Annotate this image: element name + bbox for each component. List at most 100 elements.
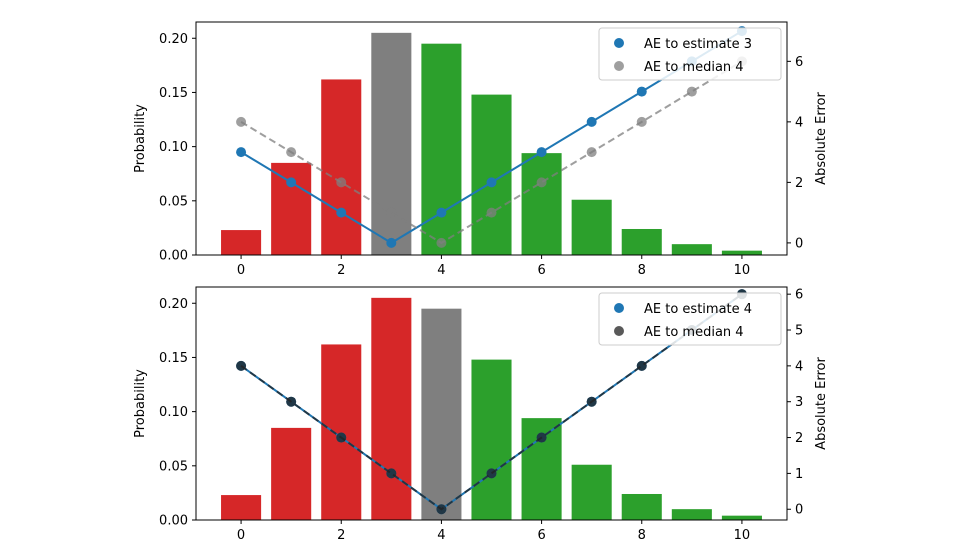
series-1-point [586,116,597,127]
bar-1 [271,162,312,255]
legend-marker-2 [614,326,624,336]
series-2-point [486,207,497,218]
y-left-tick-label: 0.20 [159,297,188,312]
y-left-tick-label: 0.05 [159,459,188,474]
series-2-point [386,468,397,479]
x-tick-label: 4 [437,263,445,278]
series-2-point [436,504,447,515]
series-1-point [336,207,347,218]
y-left-tick-label: 0.15 [159,86,188,101]
series-2-point [636,116,647,127]
series-1-point [236,147,247,158]
series-2-point [586,396,597,407]
bar-4 [421,308,462,520]
bar-4 [421,43,462,255]
series-2-point [636,360,647,371]
x-tick-label: 8 [638,263,646,278]
axes-frame [195,286,788,521]
series-2-point [236,360,247,371]
series-2-point [486,468,497,479]
y-left-tick-label: 0.00 [159,514,188,529]
series-1-point [536,147,547,158]
x-tick-label: 10 [734,263,751,278]
legend-label-1: AE to estimate 4 [644,302,752,317]
legend-marker-1 [614,38,624,48]
series-2-point [236,116,247,127]
y-right-tick-label: 0 [795,503,803,518]
series-2-point [286,147,297,158]
legend-label-1: AE to estimate 3 [644,37,752,52]
legend-marker-1 [614,303,624,313]
legend-label-2: AE to median 4 [644,325,744,340]
series-2-point [386,207,397,218]
series-2-point [336,432,347,443]
series-2-point [536,432,547,443]
y-right-tick-label: 0 [795,236,803,251]
y-left-tick-label: 0.05 [159,194,188,209]
bar-7 [571,199,612,255]
series-1-point [486,177,497,188]
y-right-tick-label: 4 [795,115,803,130]
bar-2 [321,344,362,520]
y-right-axis-title: Absolute Error [814,357,829,450]
legend-box [598,292,782,346]
legend-box [598,27,782,81]
bar-9 [671,509,712,520]
bar-7 [571,464,612,520]
x-tick-label: 2 [337,263,345,278]
y-left-tick-label: 0.00 [159,249,188,264]
legend-label-2: AE to median 4 [644,60,744,75]
y-left-tick-label: 0.10 [159,140,188,155]
series-1-point [386,237,397,248]
y-right-tick-label: 3 [795,395,803,410]
bar-5 [471,359,512,520]
y-right-tick-label: 6 [795,288,803,303]
bar-6 [521,153,562,255]
bar-9 [671,244,712,255]
bar-0 [221,495,262,520]
x-tick-label: 2 [337,528,345,540]
top-chart-panel: 0.00 0.05 0.10 0.15 0.20 0 2 4 6 0 2 4 6 8 10 Probabili… [133,21,829,278]
series-line-2 [240,293,743,511]
y-left-tick-label: 0.10 [159,405,188,420]
bar-3 [371,297,412,520]
bar-1 [271,427,312,520]
x-tick-label: 4 [437,528,445,540]
x-tick-label: 0 [237,528,245,540]
x-tick-label: 6 [537,528,545,540]
y-right-tick-label: 5 [795,324,803,339]
y-right-tick-label: 6 [795,55,803,70]
x-tick-label: 0 [237,263,245,278]
y-right-tick-label: 4 [795,359,803,374]
bar-10 [721,515,762,520]
bottom-chart-panel: 0.00 0.05 0.10 0.15 0.20 0 1 2 3 4 5 6 0 2 4 6 8 10 Probab… [133,286,829,540]
series-2-point [436,237,447,248]
axes-frame [195,21,788,256]
bar-8 [621,493,662,520]
y-right-tick-label: 2 [795,431,803,446]
y-right-tick-label: 2 [795,176,803,191]
bar-3 [371,32,412,256]
series-2-point [686,86,697,97]
legend-marker-2 [614,61,624,71]
series-1-point [436,207,447,218]
bar-2 [321,79,362,255]
series-2-point [586,147,597,158]
series-2-point [286,396,297,407]
series-1-point [286,177,297,188]
bar-8 [621,228,662,255]
y-left-axis-title: Probability [133,369,148,438]
x-tick-label: 6 [537,263,545,278]
x-tick-label: 10 [734,528,751,540]
series-1-point [636,86,647,97]
series-2-point [536,177,547,188]
series-2-point [336,177,347,188]
x-tick-label: 8 [638,528,646,540]
bar-10 [721,250,762,255]
y-left-tick-label: 0.20 [159,32,188,47]
y-right-tick-label: 1 [795,467,803,482]
y-left-tick-label: 0.15 [159,351,188,366]
y-left-axis-title: Probability [133,104,148,173]
bar-0 [221,230,262,255]
